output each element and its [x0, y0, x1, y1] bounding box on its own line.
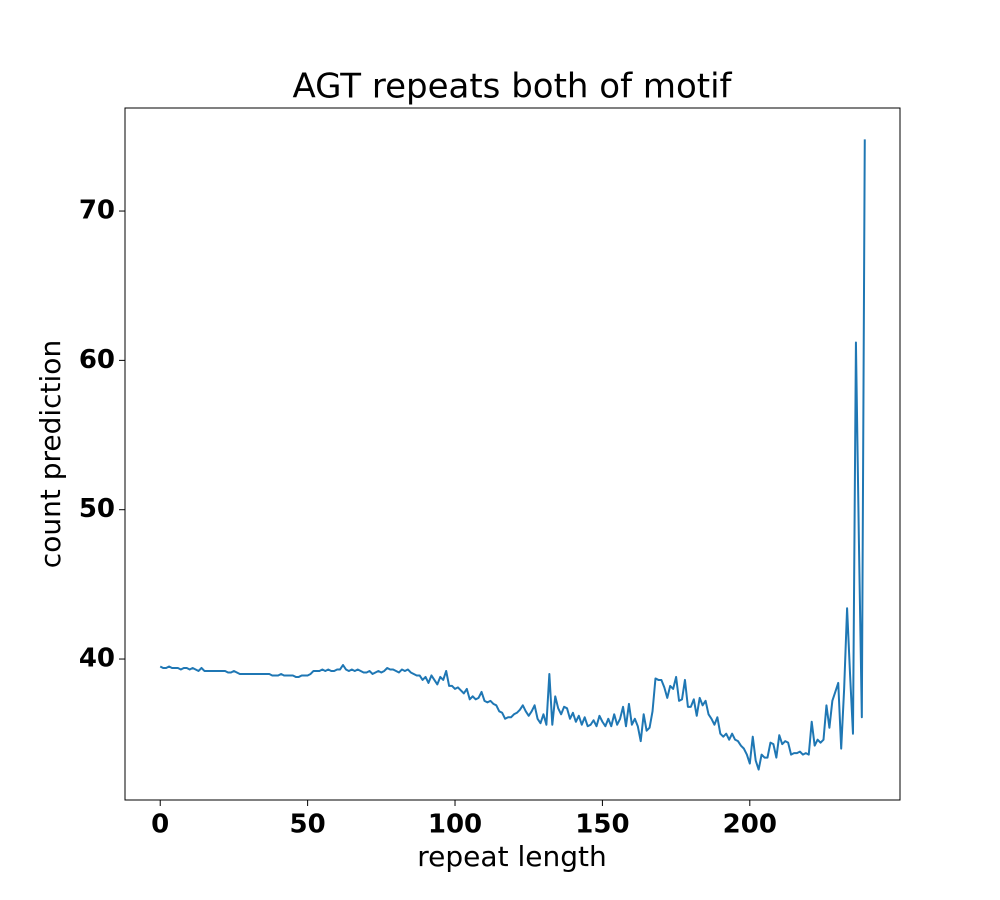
y-axis-label: count prediction — [34, 340, 67, 568]
x-tick-label: 100 — [428, 810, 482, 840]
x-tick-label: 150 — [575, 810, 629, 840]
y-tick-label: 40 — [79, 644, 115, 674]
y-tick-label: 50 — [79, 494, 115, 524]
plot-frame — [124, 107, 901, 801]
y-tick-label: 70 — [79, 196, 115, 226]
data-line — [159, 139, 866, 771]
x-tick-label: 50 — [290, 810, 326, 840]
chart-title: AGT repeats both of motif — [292, 67, 732, 107]
y-tick-label: 60 — [79, 345, 115, 375]
x-axis-label: repeat length — [417, 840, 606, 873]
x-tick-label: 200 — [723, 810, 777, 840]
x-tick-label: 0 — [151, 810, 169, 840]
